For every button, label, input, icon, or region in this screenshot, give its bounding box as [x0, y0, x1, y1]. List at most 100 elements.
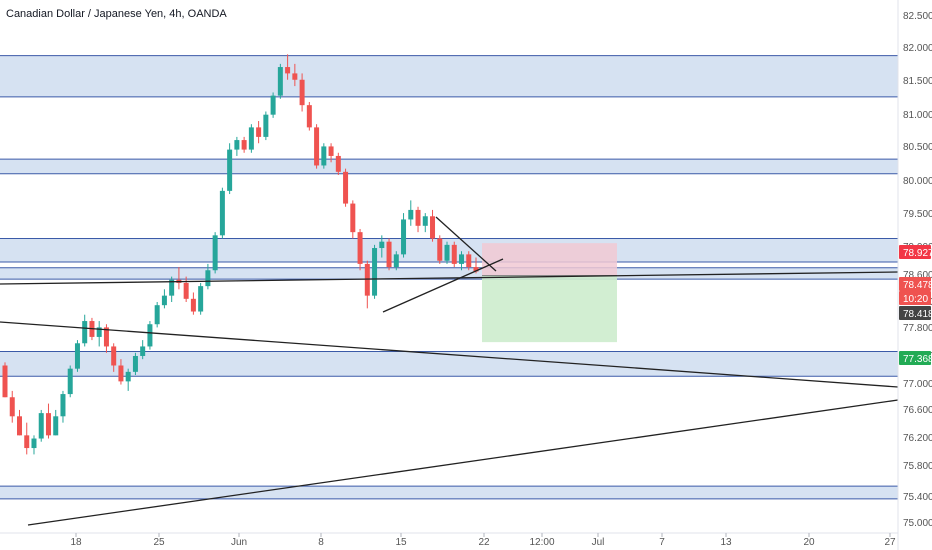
candle-body-53: [386, 241, 392, 268]
candle-body-48: [350, 203, 356, 233]
y-tick-label: 77.800: [903, 323, 932, 334]
trendline-0[interactable]: [0, 321, 899, 388]
candle-body-5: [38, 413, 44, 439]
zone-5: [0, 486, 898, 499]
candle-body-15: [111, 346, 117, 366]
y-tick-label: 79.500: [903, 209, 932, 220]
y-tick-label: 80.500: [903, 142, 932, 153]
chart-title: Canadian Dollar / Japanese Yen, 4h, OAND…: [6, 8, 227, 20]
support-resistance-zones: [0, 55, 898, 500]
price-labels: 78.927 78.478 10:20 78.418 77.368: [899, 245, 932, 365]
x-tick-label: 7: [659, 537, 665, 548]
candle-body-46: [335, 155, 341, 172]
x-tick-label: 13: [720, 537, 732, 548]
candle-body-37: [270, 95, 276, 115]
price-label-countdown: 10:20: [903, 294, 928, 305]
x-tick-label: 22: [478, 537, 490, 548]
candle-body-58: [422, 216, 428, 226]
candle-body-11: [82, 321, 88, 344]
candlestick-series: [2, 54, 479, 455]
trendline-4[interactable]: [435, 216, 497, 272]
zone-1: [0, 159, 898, 174]
candle-body-29: [212, 235, 218, 271]
candle-body-49: [357, 232, 363, 264]
candle-body-62: [451, 244, 457, 264]
x-tick-label: 20: [803, 537, 815, 548]
candle-body-4: [31, 438, 37, 449]
time-axis[interactable]: 18 25 Jun 8 15 22 12:00 Jul 7 13 20 27: [70, 533, 896, 548]
zone-3: [0, 267, 898, 280]
candle-body-61: [444, 244, 450, 261]
candle-body-18: [132, 355, 138, 372]
candle-body-42: [306, 105, 312, 128]
y-tick-label: 75.000: [903, 518, 932, 529]
y-tick-label: 77.000: [903, 379, 932, 390]
candle-body-22: [161, 295, 167, 306]
candle-body-13: [96, 327, 102, 337]
trendline-1[interactable]: [27, 399, 899, 526]
candle-body-21: [154, 305, 160, 325]
trendline-2[interactable]: [0, 271, 899, 285]
zone-4: [0, 351, 898, 377]
candle-body-20: [147, 324, 153, 347]
y-tick-label: 78.600: [903, 270, 932, 281]
x-tick-label: 25: [153, 537, 165, 548]
candle-body-28: [205, 270, 211, 287]
y-tick-label: 82.000: [903, 43, 932, 54]
trendlines[interactable]: [0, 216, 899, 526]
candle-body-59: [430, 216, 436, 239]
candle-body-33: [241, 140, 247, 150]
price-label-entry-bg: [899, 306, 931, 320]
candle-body-32: [234, 140, 240, 150]
candle-body-51: [372, 248, 378, 296]
candle-body-23: [169, 279, 175, 296]
candle-body-19: [140, 346, 146, 356]
candle-body-7: [53, 416, 59, 436]
candle-body-39: [285, 67, 291, 74]
y-tick-label: 81.000: [903, 110, 932, 121]
candle-body-8: [60, 394, 66, 417]
candle-body-56: [408, 209, 414, 220]
candle-body-40: [292, 73, 298, 80]
candle-body-16: [118, 365, 124, 382]
x-tick-label: 8: [318, 537, 324, 548]
take-profit-area[interactable]: [482, 275, 617, 343]
candle-body-34: [248, 127, 254, 150]
y-tick-label: 76.600: [903, 405, 932, 416]
candle-body-26: [190, 298, 196, 312]
y-tick-label: 76.200: [903, 433, 932, 444]
candle-body-9: [67, 368, 73, 395]
y-tick-label: 75.400: [903, 492, 932, 503]
zone-0: [0, 55, 898, 97]
stop-loss-area[interactable]: [482, 243, 617, 276]
candle-body-60: [437, 238, 443, 261]
price-label-last-bg: [899, 277, 931, 291]
y-tick-label: 82.500: [903, 11, 932, 22]
x-tick-label: Jun: [231, 537, 247, 548]
candle-body-31: [227, 149, 233, 191]
candle-body-55: [401, 219, 407, 255]
candle-body-43: [314, 127, 320, 166]
price-label-countdown-bg: [899, 291, 931, 305]
x-tick-label: 12:00: [529, 537, 554, 548]
candle-body-50: [364, 263, 370, 296]
candle-body-1: [9, 397, 15, 417]
candle-body-64: [466, 254, 472, 268]
short-position-tool[interactable]: [482, 243, 617, 343]
candle-body-45: [328, 146, 334, 156]
price-axis[interactable]: 82.500 82.000 81.500 81.000 80.500 80.000 79.5…: [903, 11, 932, 529]
price-label-target-bg: [899, 351, 931, 365]
candle-body-36: [263, 114, 269, 137]
candle-body-63: [459, 254, 465, 264]
candle-body-25: [183, 282, 189, 299]
candle-body-3: [24, 435, 30, 449]
candle-body-0: [2, 365, 8, 398]
y-tick-label: 75.800: [903, 461, 932, 472]
trendline-3[interactable]: [382, 258, 504, 313]
candle-body-41: [299, 79, 305, 106]
candle-body-57: [415, 209, 421, 226]
price-label-stop-bg: [899, 245, 931, 259]
candle-body-65: [473, 267, 479, 272]
price-label-stop: 78.927: [903, 248, 932, 259]
